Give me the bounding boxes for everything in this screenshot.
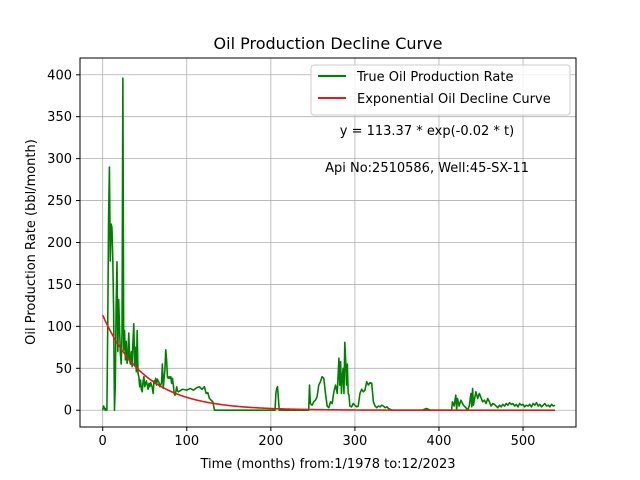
- series-true-oil-production-rate: [101, 77, 556, 412]
- y-axis-label: Oil Production Rate (bbl/month): [24, 139, 39, 345]
- x-tick-label: 300: [342, 434, 367, 449]
- x-tick-label: 0: [99, 434, 107, 449]
- y-tick-label: 150: [47, 278, 72, 293]
- x-tick-label: 100: [174, 434, 199, 449]
- well-info-annotation: Api No:2510586, Well:45-SX-11: [325, 161, 529, 176]
- y-tick-label: 50: [55, 362, 72, 377]
- y-tick-label: 400: [47, 68, 72, 83]
- y-tick-label: 0: [64, 404, 72, 419]
- x-axis-label: Time (months) from:1/1978 to:12/2023: [199, 457, 455, 472]
- series-exponential-oil-decline-curve: [101, 314, 555, 412]
- y-tick-label: 250: [47, 194, 72, 209]
- legend-label-exponential-fit: Exponential Oil Decline Curve: [357, 92, 551, 107]
- y-tick-label: 200: [47, 236, 72, 251]
- y-tick-label: 300: [47, 152, 72, 167]
- legend: True Oil Production Rate Exponential Oil…: [310, 64, 571, 116]
- series-layer: [101, 77, 556, 412]
- x-tick-label: 400: [427, 434, 452, 449]
- fit-equation-annotation: y = 113.37 * exp(-0.02 * t): [340, 124, 514, 139]
- legend-label-true-rate: True Oil Production Rate: [356, 70, 513, 85]
- x-tick-label: 200: [258, 434, 283, 449]
- y-tick-label: 100: [47, 320, 72, 335]
- y-tick-label: 350: [47, 110, 72, 125]
- x-tick-label: 500: [511, 434, 536, 449]
- chart-title: Oil Production Decline Curve: [214, 34, 443, 53]
- axis-ticks: 0 100 200 300 400 500 0 50 100 150 200 250 300 350 400: [47, 68, 535, 449]
- legend-box: [310, 64, 571, 116]
